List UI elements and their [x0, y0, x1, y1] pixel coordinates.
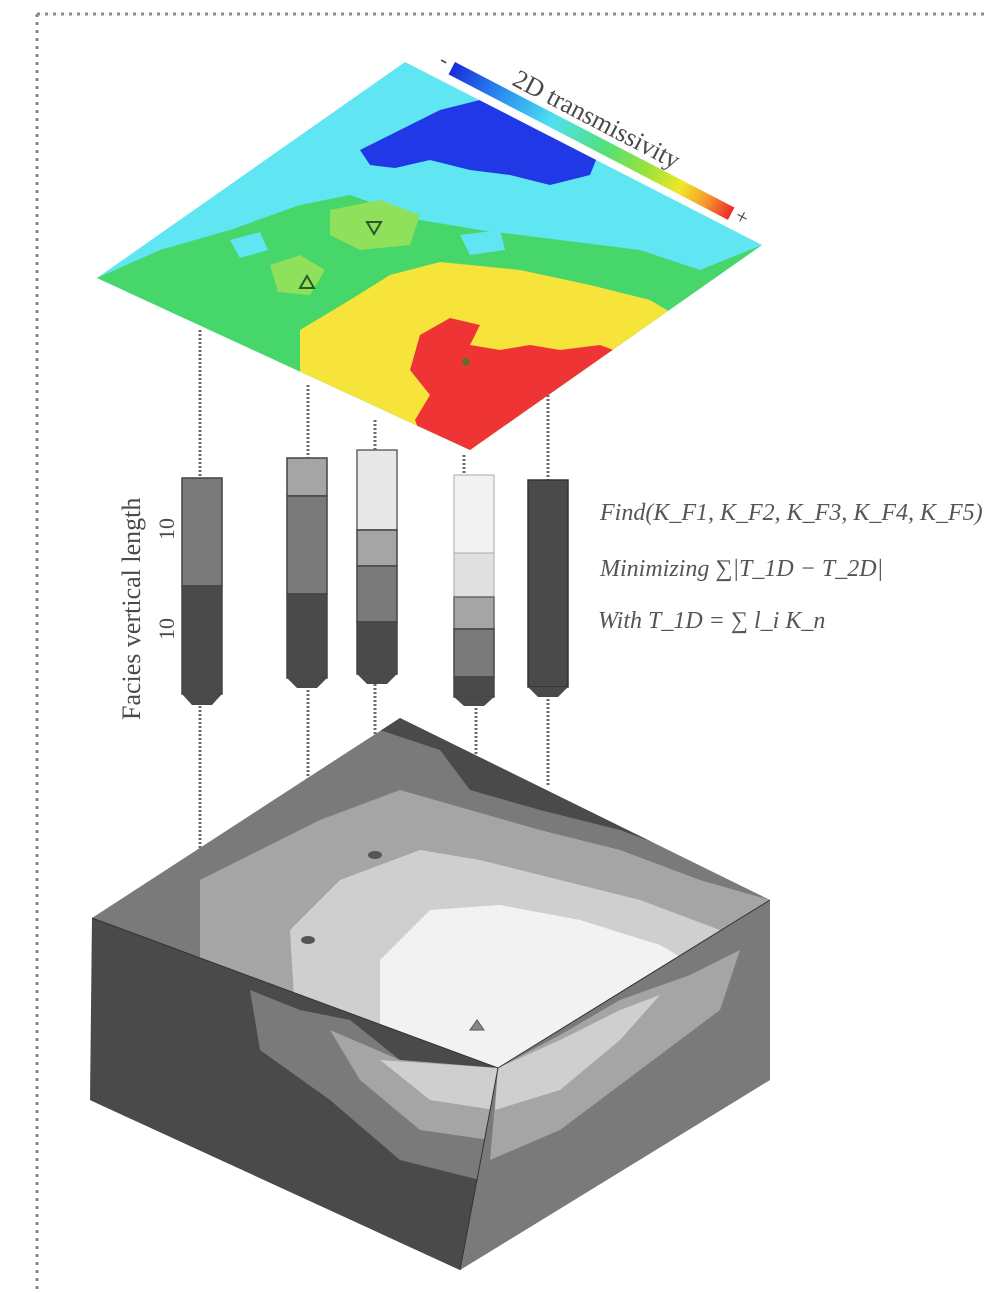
facies-columns [181, 449, 569, 706]
formula-minimizing: Minimizing ∑|T_1D − T_2D| [600, 556, 884, 582]
facies-column-2 [286, 457, 328, 688]
colorbar-gradient [448, 61, 735, 220]
map-region-light-green [330, 200, 420, 250]
facies-axis-label: Facies vertical length [117, 498, 146, 720]
colorbar-min-label: - [436, 47, 454, 73]
facies-column-3 [356, 449, 398, 684]
facies-axis-tick-2: 10 [154, 618, 179, 640]
colorbar-max-label: + [731, 203, 754, 231]
transmissivity-map [97, 62, 762, 450]
facies-axis-tick-1: 10 [154, 518, 179, 540]
facies-axis: Facies vertical length 10 10 [117, 498, 179, 720]
facies-column-4 [453, 474, 495, 706]
facies-column-1 [181, 477, 223, 705]
formula-with: With T_1D = ∑ l_i K_n [598, 608, 826, 634]
facies-block-3d [90, 718, 771, 1271]
dotted-frame [35, 12, 989, 1290]
facies-column-5 [527, 479, 569, 697]
formula-find: Find(K_F1, K_F2, K_F3, K_F4, K_F5) [600, 500, 983, 526]
